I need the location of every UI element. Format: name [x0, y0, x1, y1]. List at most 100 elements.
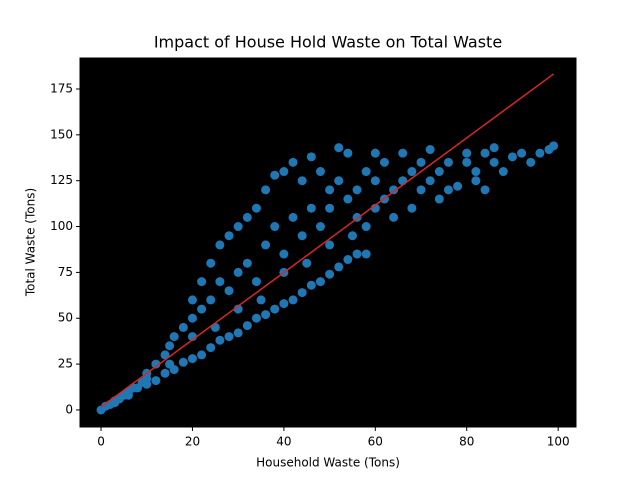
point	[334, 262, 344, 272]
point	[416, 157, 426, 167]
point	[297, 288, 307, 298]
point	[224, 332, 234, 342]
point	[517, 148, 527, 158]
point	[110, 398, 120, 408]
point	[233, 222, 243, 232]
y-tick-label: 100	[50, 219, 73, 233]
point	[210, 322, 220, 332]
point	[279, 167, 289, 177]
point	[315, 222, 325, 232]
point	[288, 157, 298, 167]
point	[142, 374, 152, 384]
x-tick-label: 40	[276, 435, 291, 449]
point	[197, 304, 207, 314]
point	[361, 222, 371, 232]
point	[302, 258, 312, 268]
point	[434, 167, 444, 177]
point	[206, 258, 216, 268]
point	[471, 176, 481, 186]
point	[251, 313, 261, 323]
point	[242, 258, 252, 268]
point	[361, 249, 371, 259]
point	[389, 185, 399, 195]
point	[251, 277, 261, 287]
point	[270, 304, 280, 314]
y-axis-label: Total Waste (Tons)	[24, 188, 38, 297]
point	[261, 240, 271, 250]
point	[178, 357, 188, 367]
point	[288, 295, 298, 305]
point	[398, 176, 408, 186]
point	[178, 322, 188, 332]
point	[407, 167, 417, 177]
point	[443, 157, 453, 167]
point	[123, 390, 133, 400]
x-axis-label: Household Waste (Tons)	[256, 456, 400, 470]
point	[343, 148, 353, 158]
point	[498, 167, 508, 177]
point	[187, 295, 197, 305]
point	[151, 376, 161, 386]
point	[197, 350, 207, 360]
point	[206, 295, 216, 305]
x-tick-label: 0	[97, 435, 105, 449]
point	[549, 141, 559, 151]
point	[489, 143, 499, 153]
point	[297, 176, 307, 186]
point	[370, 176, 380, 186]
point	[197, 277, 207, 287]
point	[160, 368, 170, 378]
point	[270, 170, 280, 180]
chart-title: Impact of House Hold Waste on Total Wast…	[154, 33, 502, 52]
point	[288, 212, 298, 222]
y-tick-label: 75	[58, 265, 73, 279]
point	[361, 167, 371, 177]
y-tick-label: 50	[58, 311, 73, 325]
point	[215, 277, 225, 287]
point	[242, 321, 252, 331]
y-tick-label: 125	[50, 173, 73, 187]
x-tick-label: 60	[368, 435, 383, 449]
point	[398, 148, 408, 158]
point	[165, 359, 175, 369]
point	[462, 157, 472, 167]
point	[347, 231, 357, 241]
point	[325, 269, 335, 279]
point	[306, 203, 316, 213]
y-tick-label: 175	[50, 81, 73, 95]
point	[453, 181, 463, 191]
point	[279, 249, 289, 259]
point	[325, 240, 335, 250]
point	[261, 185, 271, 195]
point	[160, 350, 170, 360]
point	[462, 148, 472, 158]
point	[165, 341, 175, 351]
point	[507, 152, 517, 162]
point	[187, 313, 197, 323]
point	[526, 157, 536, 167]
y-tick-label: 25	[58, 357, 73, 371]
x-tick-label: 80	[459, 435, 474, 449]
point	[315, 277, 325, 287]
point	[352, 249, 362, 259]
point	[297, 231, 307, 241]
point	[325, 185, 335, 195]
point	[233, 267, 243, 277]
point	[187, 354, 197, 364]
point	[224, 286, 234, 296]
point	[261, 310, 271, 320]
y-tick-label: 0	[65, 402, 73, 416]
point	[343, 255, 353, 265]
point	[379, 157, 389, 167]
point	[215, 240, 225, 250]
point	[489, 157, 499, 167]
point	[334, 176, 344, 186]
regression-line	[100, 73, 555, 408]
point	[480, 148, 490, 158]
point	[270, 222, 280, 232]
point	[425, 145, 435, 155]
point	[416, 185, 426, 195]
point	[334, 143, 344, 153]
point	[169, 332, 179, 342]
point	[389, 212, 399, 222]
